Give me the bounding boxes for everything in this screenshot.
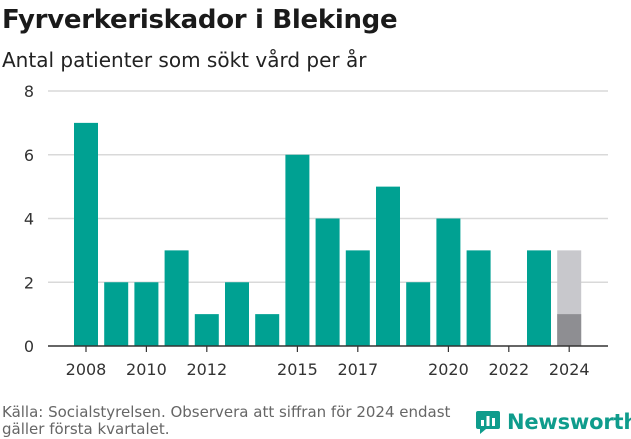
bar-2014 <box>255 314 280 346</box>
bar-2018 <box>376 186 400 346</box>
bars <box>74 122 582 346</box>
bar-2017 <box>345 250 370 346</box>
bar-2020 <box>436 218 461 346</box>
x-tick-label: 2008 <box>66 360 107 379</box>
x-tick-label: 2015 <box>277 360 318 379</box>
chart-subtitle: Antal patienter som sökt vård per år <box>2 48 367 72</box>
x-axis-ticks: 2008 2010 2012 2015 2017 2020 2022 2024 <box>48 345 608 379</box>
x-tick-label: 2012 <box>186 360 227 379</box>
bar-2013 <box>225 282 249 346</box>
y-axis-ticks: 0 2 4 6 8 <box>24 82 34 356</box>
y-tick-label: 8 <box>24 82 34 101</box>
newsworthy-logo: Newsworthy <box>475 405 631 439</box>
x-tick-label: 2022 <box>488 360 529 379</box>
x-tick-label: 2024 <box>549 360 590 379</box>
x-tick-label: 2020 <box>428 360 469 379</box>
x-tick-label: 2010 <box>126 360 167 379</box>
bar-2011 <box>164 250 189 346</box>
bar-2024-partial <box>557 314 582 346</box>
newsworthy-chat-icon <box>476 411 500 434</box>
bar-2012 <box>194 314 219 346</box>
bar-2008 <box>74 122 98 346</box>
bar-2016 <box>315 218 340 346</box>
x-tick-label: 2017 <box>337 360 378 379</box>
brand-name: Newsworthy <box>507 410 631 434</box>
bar-2023 <box>527 250 551 346</box>
y-tick-label: 6 <box>24 146 34 165</box>
bar-2009 <box>104 282 129 346</box>
bar-2021 <box>466 250 491 346</box>
y-tick-label: 2 <box>24 273 34 292</box>
bar-chart: 0 2 4 6 8 2008 2010 2012 2015 2017 2020 2022 2024 <box>24 82 608 379</box>
source-note: Källa: Socialstyrelsen. Observera att si… <box>2 403 451 438</box>
bar-2015 <box>285 154 310 346</box>
chart-title: Fyrverkeriskador i Blekinge <box>2 5 398 35</box>
y-tick-label: 0 <box>24 337 34 356</box>
y-tick-label: 4 <box>24 210 34 229</box>
bar-2010 <box>134 282 159 346</box>
bar-2019 <box>406 282 431 346</box>
